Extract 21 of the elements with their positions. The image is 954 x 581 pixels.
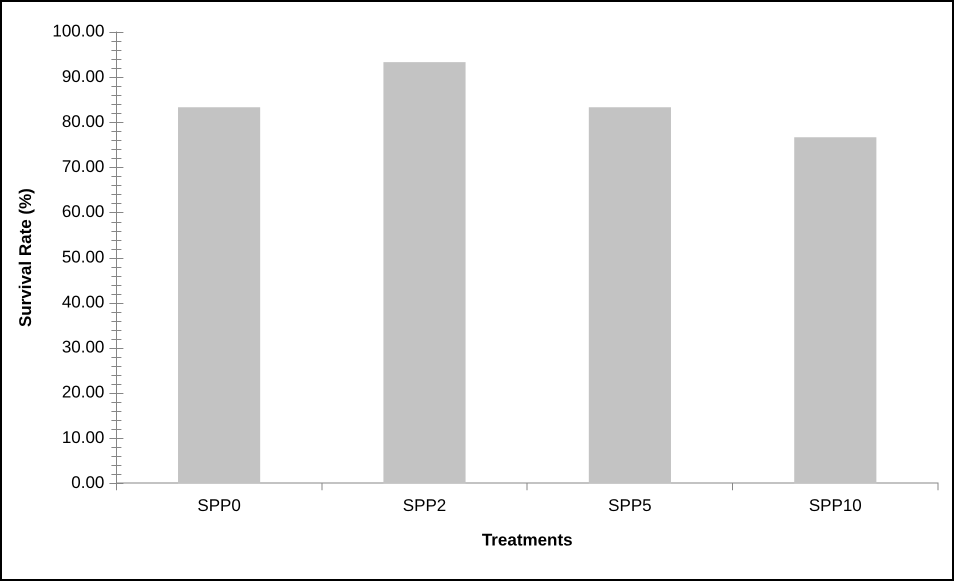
y-tick-label: 20.00: [62, 382, 104, 402]
x-tick-label: SPP0: [197, 496, 241, 516]
bar: [178, 107, 260, 484]
bar: [383, 62, 466, 484]
x-tick-label: SPP2: [402, 496, 446, 516]
y-tick-label: 0.00: [71, 472, 104, 492]
y-tick-label: 50.00: [62, 247, 104, 266]
x-tick-label: SPP5: [608, 496, 652, 516]
y-tick-label: 60.00: [62, 202, 104, 222]
bar: [794, 137, 876, 484]
y-axis-title: Survival Rate (%): [16, 188, 35, 328]
x-tick-label: SPP10: [808, 496, 862, 516]
y-tick-label: 70.00: [62, 157, 104, 176]
y-tick-label: 40.00: [62, 292, 104, 312]
bar: [588, 107, 671, 484]
y-tick-label: 90.00: [62, 66, 104, 86]
y-tick-label: 100.00: [52, 22, 104, 41]
y-tick-label: 80.00: [62, 112, 104, 131]
y-tick-label: 10.00: [62, 428, 104, 447]
y-tick-label: 30.00: [62, 338, 104, 357]
x-axis-title: Treatments: [482, 530, 573, 550]
